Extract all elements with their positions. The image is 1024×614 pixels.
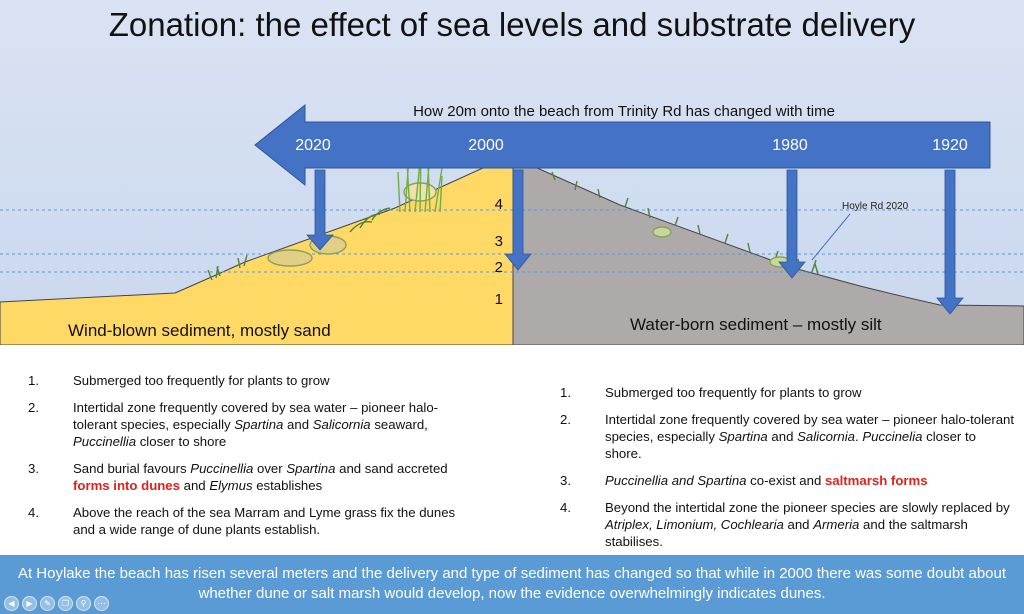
list-item-number: 2.: [28, 400, 39, 415]
list-item-text: and: [783, 517, 814, 532]
list-item-text: seaward,: [370, 417, 428, 432]
list-item-text: Intertidal zone frequently covered by se…: [73, 400, 439, 432]
player-copy-icon[interactable]: ❐: [58, 596, 73, 611]
conclusion-banner: At Hoylake the beach has risen several m…: [0, 555, 1024, 614]
slide-title: Zonation: the effect of sea levels and s…: [108, 6, 916, 43]
list-item-text: and: [179, 478, 210, 493]
dune-list-items: 1. Submerged too frequently for plants to…: [28, 372, 458, 538]
zone-number-2: 2: [495, 259, 503, 276]
list-item-number: 3.: [560, 473, 571, 488]
list-item-text: Puccinelia: [862, 429, 923, 444]
dune-vegetation: [207, 145, 443, 281]
silt-label: Water-born sediment – mostly silt: [630, 315, 882, 334]
list-item: 1. Submerged too frequently for plants to…: [560, 384, 1015, 401]
list-item: 2. Intertidal zone frequently covered by …: [560, 411, 1015, 462]
player-play-icon[interactable]: ▶: [22, 596, 37, 611]
list-item-text: Submerged too frequently for plants to g…: [605, 385, 862, 400]
list-item-text: Spartina: [234, 417, 284, 432]
list-item-text: Intertidal zone frequently covered by se…: [605, 412, 1015, 444]
list-item: 2. Intertidal zone frequently covered by …: [28, 399, 458, 450]
list-item: 4. Beyond the intertidal zone the pioneer…: [560, 499, 1015, 550]
list-item-text: .: [855, 429, 863, 444]
list-item-number: 1.: [560, 385, 571, 400]
zone-number-4: 4: [495, 196, 503, 213]
list-item-text: co-exist and: [746, 473, 825, 488]
highlighted-phrase: saltmarsh forms: [824, 473, 928, 488]
list-item-text: Elymus: [209, 478, 253, 493]
hoyle-pointer: [811, 213, 851, 261]
list-item: 3. Sand burial favours Puccinellia over S…: [28, 460, 458, 494]
list-item-text: Spartina: [286, 461, 336, 476]
list-item-text: Above the reach of the sea Marram and Ly…: [73, 505, 456, 537]
list-item-text: Puccinellia: [190, 461, 254, 476]
dune-zonation-list: 1. Submerged too frequently for plants to…: [28, 372, 458, 548]
list-item-text: and sand accreted: [335, 461, 448, 476]
year-label-2000: 2000: [468, 137, 504, 154]
player-back-icon[interactable]: ◀: [4, 596, 19, 611]
list-item-text: Armeria: [813, 517, 860, 532]
saltmarsh-list-items: 1. Submerged too frequently for plants to…: [560, 384, 1015, 550]
list-item-text: Spartina: [697, 473, 747, 488]
list-item-number: 2.: [560, 412, 571, 427]
year-label-2020: 2020: [295, 137, 331, 154]
list-item-text: over: [253, 461, 287, 476]
zone-number-3: 3: [495, 233, 503, 250]
list-item: 3. Puccinellia and Spartina co-exist and …: [560, 472, 1015, 489]
list-item-text: Salicornia: [312, 417, 371, 432]
list-item-number: 4.: [560, 500, 571, 515]
list-item: 1. Submerged too frequently for plants to…: [28, 372, 458, 389]
player-zoom-icon[interactable]: ⚲: [76, 596, 91, 611]
list-item-text: Puccinellia: [605, 473, 669, 488]
conclusion-text: At Hoylake the beach has risen several m…: [17, 565, 1007, 602]
hoyle-label: Hoyle Rd 2020: [842, 201, 909, 212]
player-more-icon[interactable]: ⋯: [94, 596, 109, 611]
list-item: 4. Above the reach of the sea Marram and …: [28, 504, 458, 538]
zonation-diagram: How 20m onto the beach from Trinity Rd h…: [0, 0, 1024, 345]
timeline-arrow: [254, 103, 991, 187]
year-label-1920: 1920: [932, 137, 968, 154]
list-item-text: and the saltmarsh stabilises.: [605, 517, 968, 549]
list-item-text: and: [767, 429, 798, 444]
sand-label: Wind-blown sediment, mostly sand: [68, 321, 331, 340]
list-item-text: Beyond the intertidal zone the pioneer s…: [605, 500, 1010, 515]
list-item-text: establishes: [252, 478, 323, 493]
player-controls: ◀ ▶ ✎ ❐ ⚲ ⋯: [4, 596, 109, 611]
list-item-text: closer to shore: [136, 434, 227, 449]
silt-sediment: [512, 166, 1024, 345]
list-item-text: and: [283, 417, 313, 432]
highlighted-phrase: forms into dunes: [73, 478, 180, 493]
list-item-text: closer to shore.: [605, 429, 976, 461]
list-item-text: Atriplex, Limonium, Cochlearia: [605, 517, 784, 532]
list-item-number: 1.: [28, 373, 39, 388]
list-item-text: and: [668, 473, 698, 488]
timeline-caption: How 20m onto the beach from Trinity Rd h…: [413, 103, 835, 120]
down-arrows: [306, 169, 964, 315]
saltmarsh-zonation-list: 1. Submerged too frequently for plants to…: [560, 384, 1015, 560]
zone-number-1: 1: [495, 291, 503, 308]
list-item-text: Submerged too frequently for plants to g…: [73, 373, 330, 388]
player-edit-icon[interactable]: ✎: [40, 596, 55, 611]
list-item-text: Sand burial favours: [73, 461, 191, 476]
year-label-1980: 1980: [772, 137, 808, 154]
list-item-text: Salicornia: [797, 429, 856, 444]
list-item-text: Spartina: [718, 429, 768, 444]
list-item-number: 4.: [28, 505, 39, 520]
list-item-text: Puccinellia: [73, 434, 137, 449]
list-item-number: 3.: [28, 461, 39, 476]
